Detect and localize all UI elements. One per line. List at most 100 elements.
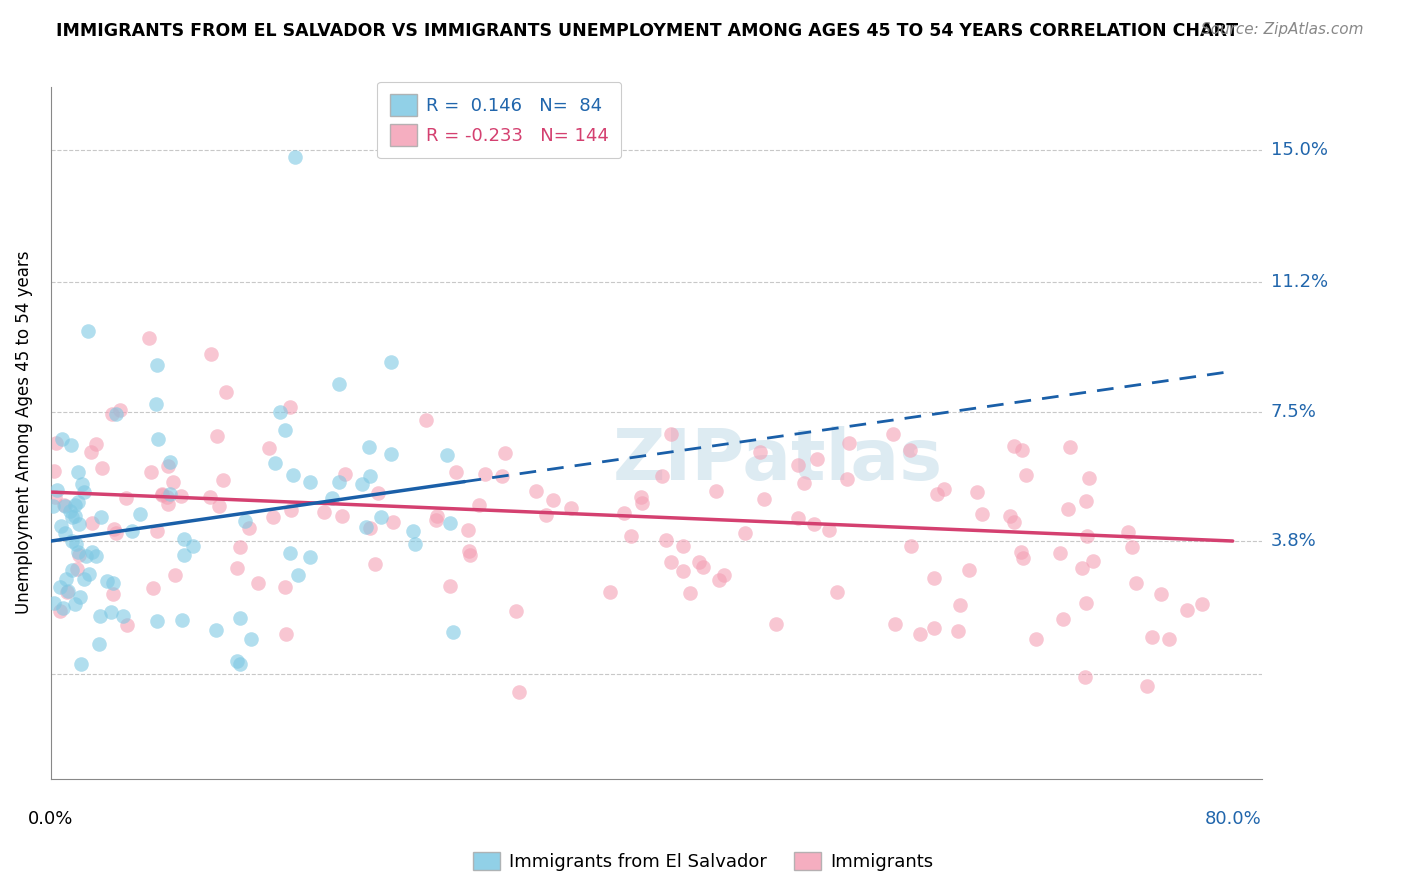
Text: 11.2%: 11.2% (1271, 273, 1327, 292)
Point (238, 521, 260, 535)
Point (90, 510, 112, 524)
Point (704, 483, 727, 498)
Point (156, 497, 179, 511)
Point (924, 621, 946, 635)
Point (661, 426, 683, 441)
Point (226, 654, 249, 668)
Point (49, 580, 72, 594)
Point (1057, 502, 1080, 516)
Point (835, 472, 858, 486)
Point (425, 508, 447, 523)
Point (672, 539, 695, 553)
Point (1052, 611, 1074, 625)
Point (439, 516, 461, 530)
Text: 0.0%: 0.0% (28, 810, 73, 828)
Point (146, 615, 169, 629)
Point (825, 584, 848, 599)
Point (67, 549, 90, 563)
Point (63, 509, 86, 524)
Point (350, 476, 373, 491)
Point (208, 499, 231, 513)
Point (467, 498, 489, 512)
Point (274, 580, 297, 594)
Point (269, 405, 291, 419)
Point (679, 585, 702, 599)
Point (1116, 525, 1139, 540)
Point (1157, 632, 1180, 646)
Point (55, 572, 77, 586)
Point (205, 429, 228, 443)
Point (66, 562, 89, 576)
Point (1012, 550, 1035, 565)
Point (817, 524, 839, 538)
Point (402, 524, 425, 538)
Point (599, 585, 621, 599)
Point (104, 407, 127, 421)
Point (100, 605, 122, 619)
Point (138, 331, 160, 345)
Legend: Immigrants from El Salvador, Immigrants: Immigrants from El Salvador, Immigrants (465, 845, 941, 879)
Text: 80.0%: 80.0% (1205, 810, 1261, 828)
Point (229, 540, 252, 554)
Point (77, 324, 100, 338)
Point (367, 486, 389, 500)
Point (56, 585, 79, 599)
Point (560, 501, 582, 516)
Point (357, 440, 380, 454)
Point (314, 505, 336, 519)
Y-axis label: Unemployment Among Ages 45 to 54 years: Unemployment Among Ages 45 to 54 years (15, 251, 32, 615)
Point (299, 549, 322, 564)
Point (328, 475, 350, 489)
Point (45, 435, 67, 450)
Point (80, 516, 103, 531)
Point (240, 632, 263, 646)
Point (70, 477, 93, 491)
Point (1059, 441, 1081, 455)
Point (524, 484, 547, 499)
Point (156, 490, 179, 504)
Point (80, 445, 103, 459)
Point (66, 495, 89, 509)
Text: ZIPatlas: ZIPatlas (613, 425, 943, 495)
Point (709, 573, 731, 587)
Point (333, 467, 356, 482)
Point (159, 455, 181, 469)
Point (900, 539, 922, 553)
Point (630, 496, 652, 510)
Point (441, 625, 464, 640)
Point (671, 564, 693, 578)
Point (53, 499, 76, 513)
Point (65, 537, 87, 551)
Point (922, 571, 945, 585)
Point (363, 558, 385, 572)
Point (105, 525, 128, 540)
Point (162, 475, 184, 489)
Point (146, 432, 169, 446)
Point (541, 492, 564, 507)
Point (966, 485, 988, 500)
Point (169, 489, 191, 503)
Point (56, 583, 79, 598)
Point (655, 533, 678, 547)
Point (370, 510, 392, 524)
Point (42, 596, 65, 610)
Point (44, 491, 66, 505)
Point (274, 423, 297, 437)
Text: 7.5%: 7.5% (1271, 402, 1316, 421)
Point (949, 599, 972, 613)
Point (60, 510, 83, 524)
Point (651, 469, 673, 483)
Point (145, 397, 167, 411)
Point (765, 617, 787, 632)
Point (630, 490, 652, 504)
Point (67, 517, 90, 532)
Point (1074, 670, 1097, 684)
Point (508, 685, 530, 699)
Text: 3.8%: 3.8% (1271, 532, 1316, 550)
Point (42, 464, 65, 478)
Point (96, 574, 118, 588)
Point (354, 520, 377, 534)
Point (734, 525, 756, 540)
Point (404, 537, 426, 551)
Point (1011, 443, 1033, 458)
